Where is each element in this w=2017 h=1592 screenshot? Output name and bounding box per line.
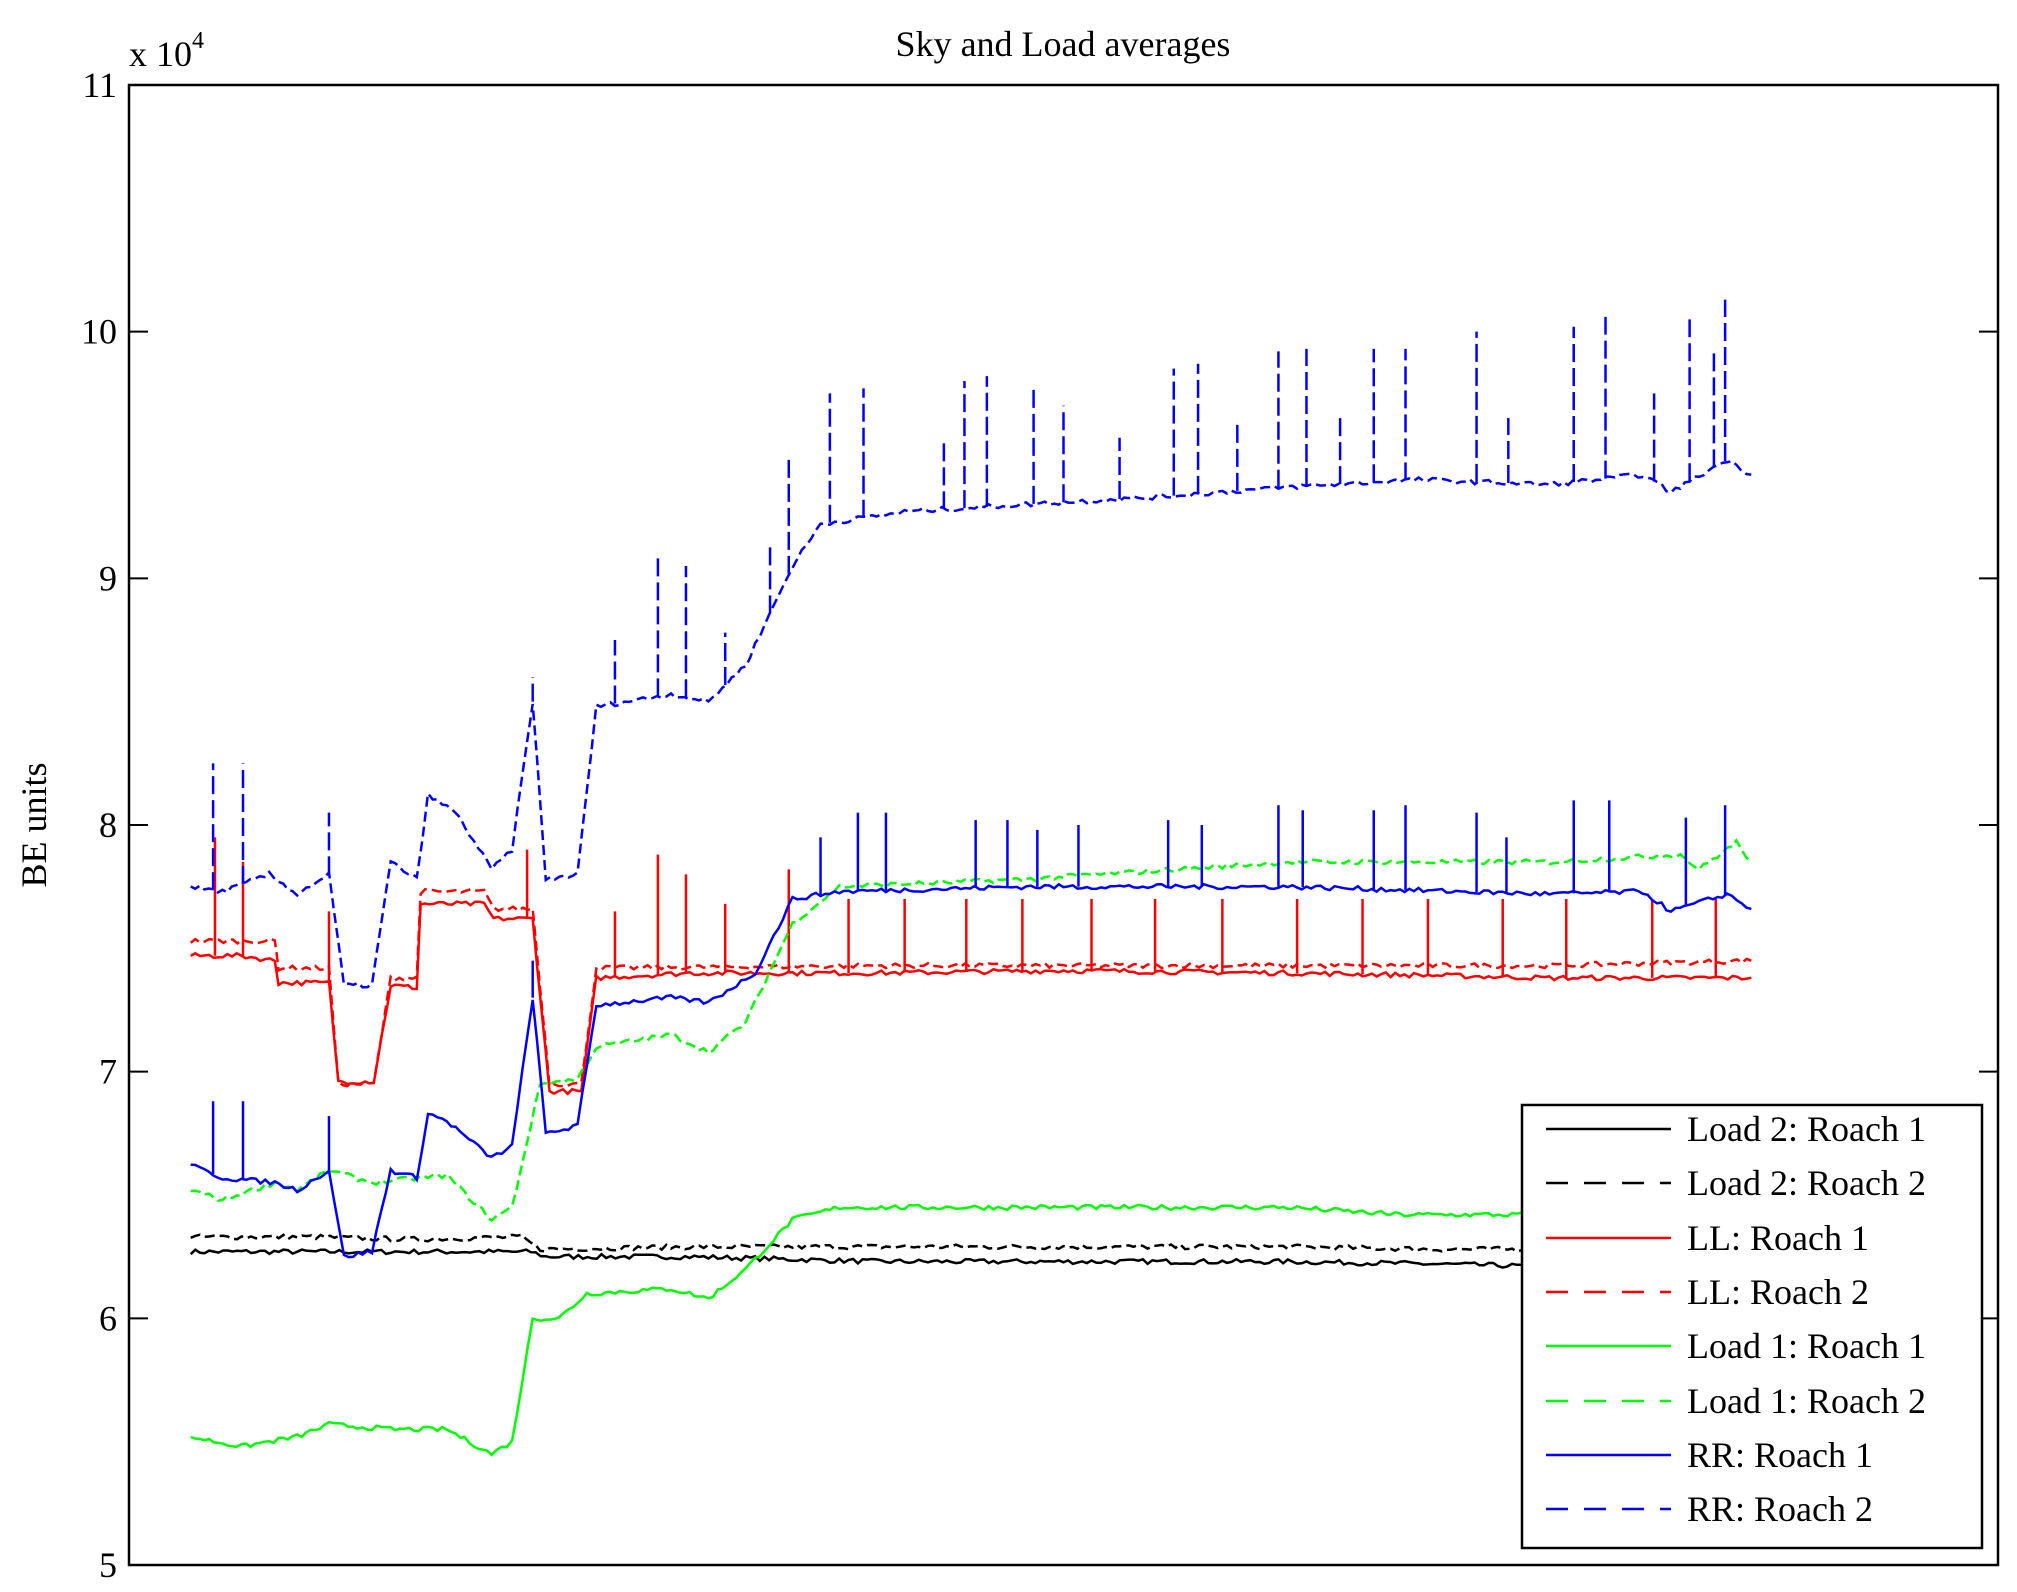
- legend-label: Load 1: Roach 1: [1687, 1326, 1926, 1366]
- chart-title: Sky and Load averages: [896, 24, 1231, 64]
- series-line-rr-roach-2: [190, 459, 1752, 989]
- legend-label: RR: Roach 2: [1687, 1489, 1873, 1529]
- y-tick-label: 11: [82, 65, 117, 105]
- y-tick-label: 5: [99, 1545, 117, 1585]
- y-tick-label: 7: [99, 1052, 117, 1092]
- series-line-load-1-roach-2: [190, 838, 1753, 1223]
- y-exponent-power: 4: [192, 28, 204, 54]
- legend-label: Load 2: Roach 2: [1687, 1163, 1926, 1203]
- y-tick-label: 9: [99, 558, 117, 598]
- y-exponent-base: x 10: [129, 34, 192, 74]
- series-line-load-2-roach-2: [190, 1233, 1752, 1255]
- series-line-rr-roach-1: [190, 882, 1752, 1259]
- series-layer: [189, 299, 1753, 1457]
- y-tick-label: 10: [81, 312, 117, 352]
- series-line-ll-roach-1: [190, 900, 1752, 1096]
- series-line-ll-roach-2: [189, 888, 1752, 1088]
- legend-entry: Load 1: Roach 2: [1546, 1381, 1926, 1421]
- y-ticks: 5 6 7 8 9 10 11: [81, 65, 1998, 1585]
- legend-entry: Load 2: Roach 1: [1546, 1109, 1926, 1149]
- legend-entry: Load 2: Roach 2: [1546, 1163, 1926, 1203]
- legend-label: RR: Roach 1: [1687, 1435, 1873, 1475]
- legend-entry: RR: Roach 1: [1546, 1435, 1873, 1475]
- series-line-load-1-roach-1: [190, 1203, 1752, 1457]
- y-axis-label: BE units: [14, 762, 54, 887]
- legend: Load 2: Roach 1 Load 2: Roach 2 LL: Roach …: [1520, 1103, 1984, 1550]
- legend-label: Load 1: Roach 2: [1687, 1381, 1926, 1421]
- legend-entry: LL: Roach 2: [1546, 1272, 1869, 1312]
- y-tick-label: 6: [99, 1298, 117, 1338]
- legend-entry: LL: Roach 1: [1546, 1218, 1869, 1258]
- legend-label: Load 2: Roach 1: [1687, 1109, 1926, 1149]
- legend-entry: Load 1: Roach 1: [1546, 1326, 1926, 1366]
- y-tick-label: 8: [99, 805, 117, 845]
- y-exponent: x 104: [129, 28, 204, 74]
- legend-box: [1520, 1103, 1984, 1550]
- legend-label: LL: Roach 2: [1687, 1272, 1869, 1312]
- series-line-load-2-roach-1: [189, 1248, 1752, 1273]
- legend-entry: RR: Roach 2: [1546, 1489, 1873, 1529]
- legend-label: LL: Roach 1: [1687, 1218, 1869, 1258]
